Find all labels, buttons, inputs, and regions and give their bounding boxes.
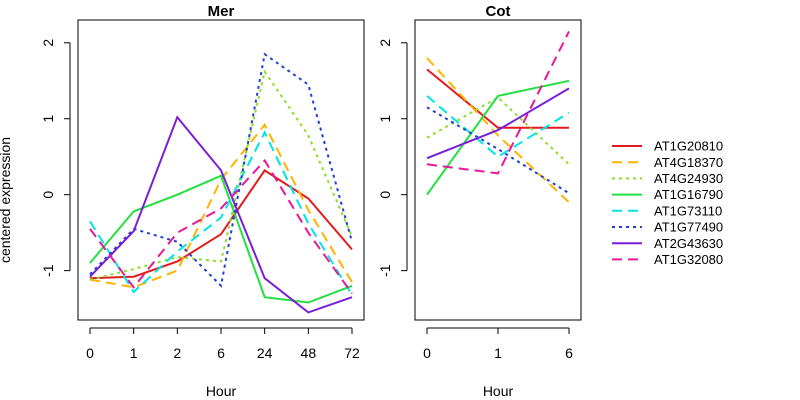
x-tick-label: 0 — [423, 345, 431, 361]
legend-item: AT1G73110 — [612, 203, 722, 218]
panel-title: Cot — [486, 3, 511, 20]
series-line-at1g32080 — [89, 158, 353, 294]
x-tick-label: 1 — [494, 345, 502, 361]
legend-label: AT1G73110 — [654, 203, 722, 218]
legend-label: AT4G18370 — [654, 155, 723, 170]
legend-label: AT1G32080 — [654, 252, 723, 267]
series-line-at1g20810 — [426, 68, 569, 129]
series-line-at1g32080 — [426, 30, 570, 175]
x-axis-title: Hour — [206, 383, 237, 399]
series-line-at2g43630 — [89, 115, 353, 314]
y-tick-label: 2 — [40, 39, 56, 47]
legend-item: AT4G18370 — [612, 155, 723, 170]
x-tick-label: 48 — [301, 345, 317, 361]
series-line-at1g16790 — [89, 174, 353, 304]
legend-item: AT1G77490 — [612, 220, 723, 235]
plot-frame — [77, 19, 365, 321]
panels: Mer -1 0 1 2 0 1 2 6 24 48 72 Hour Cot -1 0 1 2 0 1 6 Hour — [40, 3, 582, 399]
y-tick-label: 0 — [377, 191, 393, 199]
legend-item: AT1G32080 — [612, 252, 723, 267]
x-tick-label: 72 — [344, 345, 360, 361]
x-tick-label: 6 — [565, 345, 573, 361]
legend-item: AT4G24930 — [612, 171, 723, 186]
y-tick-label: 1 — [40, 115, 56, 123]
x-tick-label: 2 — [173, 345, 181, 361]
y-tick-label: 1 — [377, 115, 393, 123]
series-line-at4g18370 — [426, 57, 570, 204]
y-tick-label: -1 — [40, 264, 56, 277]
y-tick-label: -1 — [377, 264, 393, 277]
legend-label: AT4G24930 — [654, 171, 723, 186]
panel-cot: Cot -1 0 1 2 0 1 6 Hour — [377, 3, 582, 399]
series-line-at1g73110 — [426, 95, 570, 158]
y-tick-label: 0 — [40, 191, 56, 199]
series-line-at4g18370 — [89, 122, 353, 289]
x-tick-label: 6 — [217, 345, 225, 361]
legend-label: AT2G43630 — [654, 236, 723, 251]
series-line-at2g43630 — [426, 87, 570, 160]
legend-label: AT1G20810 — [654, 139, 723, 154]
plot-frame — [414, 19, 582, 321]
legend-label: AT1G77490 — [654, 220, 723, 235]
x-axis-title: Hour — [483, 383, 514, 399]
legend-item: AT1G20810 — [612, 139, 723, 154]
panel-title: Mer — [208, 3, 235, 20]
legend-item: AT1G16790 — [612, 187, 723, 202]
legend-item: AT2G43630 — [612, 236, 723, 251]
series-line-at4g24930 — [89, 69, 353, 281]
y-axis-title: centered expression — [0, 137, 13, 263]
legend-label: AT1G16790 — [654, 187, 723, 202]
series-line-at1g20810 — [89, 169, 353, 280]
legend: AT1G20810AT4G18370AT4G24930AT1G16790AT1G… — [612, 139, 723, 267]
y-tick-label: 2 — [377, 39, 393, 47]
x-tick-label: 24 — [257, 345, 273, 361]
x-tick-label: 1 — [130, 345, 138, 361]
series-line-at1g73110 — [89, 130, 353, 296]
panel-mer: Mer -1 0 1 2 0 1 2 6 24 48 72 Hour — [40, 3, 365, 399]
x-tick-label: 0 — [86, 345, 94, 361]
series-line-at1g16790 — [426, 79, 570, 196]
